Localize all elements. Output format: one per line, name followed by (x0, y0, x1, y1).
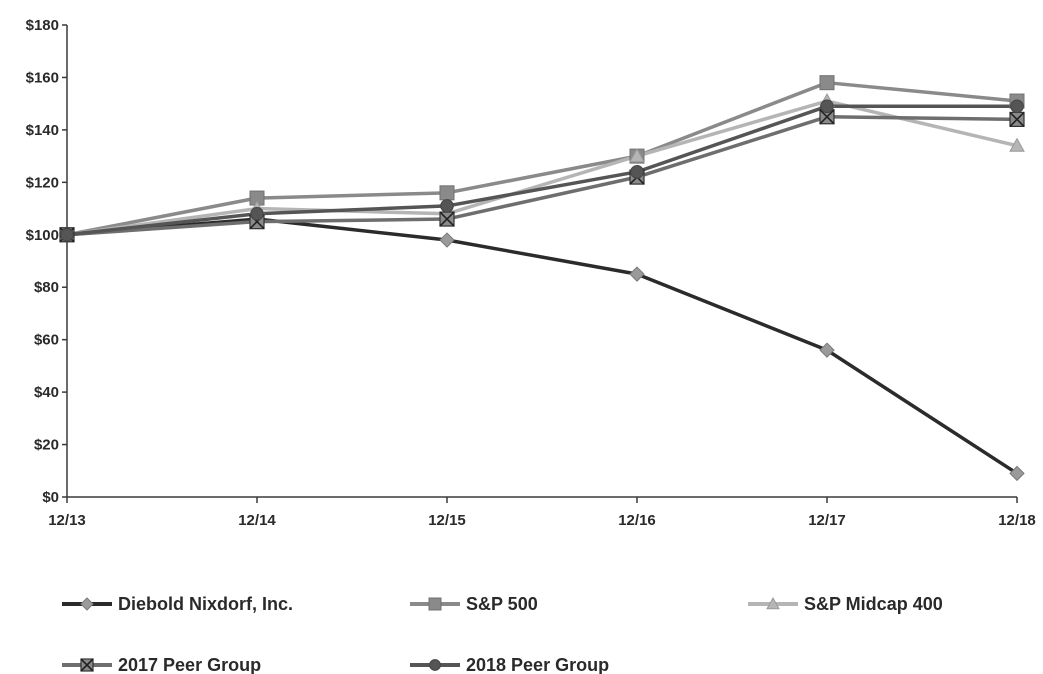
legend-label: Diebold Nixdorf, Inc. (118, 594, 293, 614)
data-point (1009, 137, 1025, 152)
legend-label: 2018 Peer Group (466, 655, 609, 674)
data-point (629, 148, 645, 163)
legend-marker (766, 596, 780, 610)
y-tick-label: $160 (26, 69, 59, 86)
data-point (439, 232, 455, 248)
y-axis-tick-labels: $0 $20 $40 $60 $80 $100 $120 $140 $160 $180 (26, 17, 59, 506)
data-point (1009, 111, 1025, 128)
x-tick-label: 12/15 (428, 512, 466, 529)
y-tick-label: $180 (26, 17, 59, 34)
y-tick-label: $100 (26, 227, 59, 244)
legend-marker (429, 659, 441, 671)
series-line (65, 104, 1019, 237)
legend-label: S&P Midcap 400 (804, 594, 943, 614)
y-tick-label: $40 (34, 384, 59, 401)
legend-marker (80, 597, 94, 611)
chart-axes (62, 24, 1018, 503)
legend: Diebold Nixdorf, Inc. S&P 500 S&P Midcap 4… (62, 594, 943, 674)
y-tick-label: $20 (34, 437, 59, 454)
data-point (250, 207, 264, 221)
legend-item: S&P Midcap 400 (748, 594, 943, 614)
data-point (819, 75, 835, 91)
series-line (65, 115, 1019, 237)
legend-label: S&P 500 (466, 594, 538, 614)
x-tick-label: 12/14 (238, 512, 276, 529)
data-point (819, 342, 835, 358)
data-point (630, 165, 644, 179)
series-markers (59, 75, 1025, 482)
series-line (65, 80, 1019, 237)
series-line (65, 99, 1019, 237)
x-axis-tick-labels: 12/13 12/14 12/15 12/16 12/17 12/18 (48, 512, 1036, 529)
y-tick-label: $120 (26, 174, 59, 191)
y-tick-label: $140 (26, 122, 59, 139)
legend-marker (428, 597, 442, 611)
y-tick-label: $0 (42, 489, 59, 506)
series-line (65, 217, 1019, 476)
data-point (60, 227, 74, 242)
legend-marker (80, 658, 94, 672)
series-lines (65, 80, 1019, 476)
x-tick-label: 12/18 (998, 512, 1036, 529)
data-point (439, 185, 455, 201)
y-tick-label: $60 (34, 332, 59, 349)
x-tick-label: 12/17 (808, 512, 846, 529)
data-point (629, 266, 645, 282)
data-point (439, 211, 455, 227)
data-point (440, 199, 454, 213)
legend-label: 2017 Peer Group (118, 655, 261, 674)
legend-item: 2017 Peer Group (62, 655, 261, 674)
legend-item: S&P 500 (410, 594, 538, 614)
legend-item: Diebold Nixdorf, Inc. (62, 594, 293, 614)
legend-item: 2018 Peer Group (410, 655, 609, 674)
data-point (1010, 99, 1024, 114)
x-tick-label: 12/13 (48, 512, 86, 529)
data-point (1009, 465, 1025, 482)
y-tick-label: $80 (34, 279, 59, 296)
data-point (820, 99, 834, 114)
x-tick-label: 12/16 (618, 512, 656, 529)
